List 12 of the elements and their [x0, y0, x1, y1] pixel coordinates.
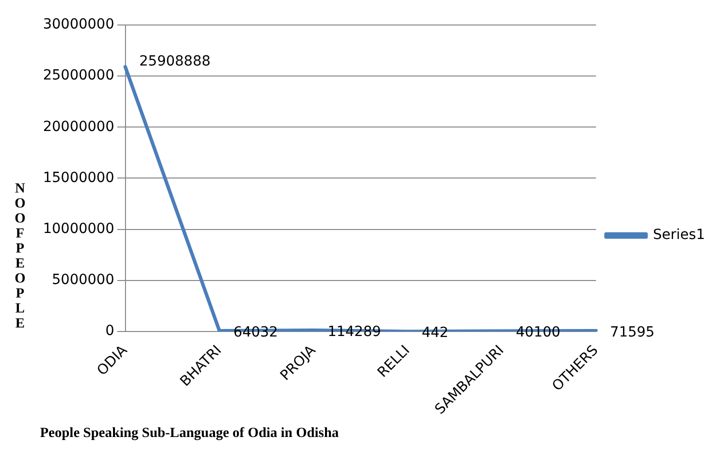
y-tick-label: 15000000 — [42, 170, 114, 186]
text: People Speaking Sub-Language of Odia in Odisha — [40, 426, 339, 442]
y-tick-label: 25000000 — [42, 68, 114, 84]
text: NO OF PEOPLE — [14, 182, 26, 332]
y-tick-label: 5000000 — [52, 272, 114, 288]
y-tick-label: 30000000 — [42, 16, 114, 33]
legend-label: Series1 — [653, 227, 706, 244]
y-tick-label: 10000000 — [42, 220, 114, 237]
y-tick-label: 0 — [105, 323, 114, 340]
data-label: 25908888 — [139, 53, 211, 70]
data-label: 71595 — [610, 324, 655, 340]
y-tick-label: 20000000 — [42, 118, 114, 135]
